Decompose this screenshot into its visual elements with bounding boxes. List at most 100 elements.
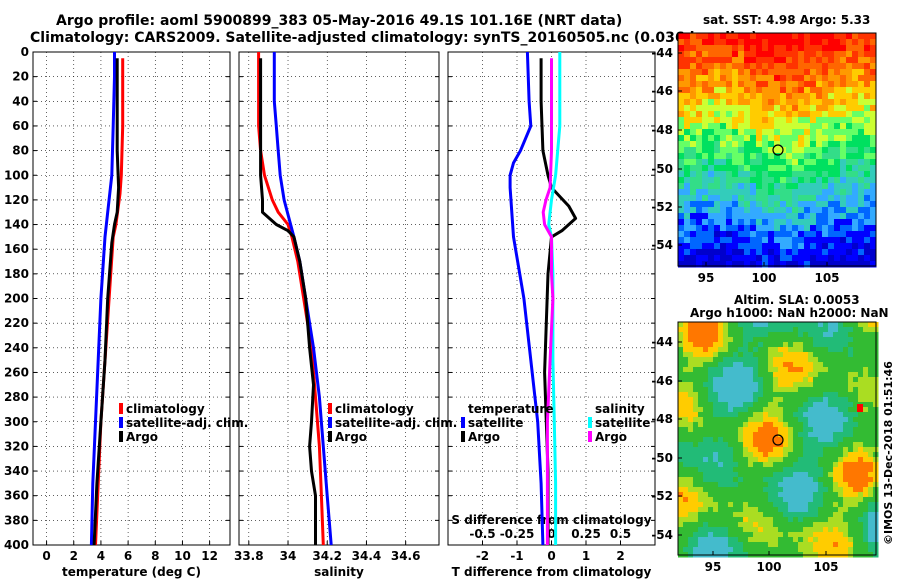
map-cell	[678, 487, 684, 493]
map-cell	[828, 249, 835, 256]
map-cell	[698, 322, 704, 328]
map-cell	[733, 402, 739, 408]
lat-tick-label: -46	[651, 84, 673, 98]
map-cell	[783, 417, 789, 423]
map-cell	[708, 537, 714, 543]
map-cell	[858, 225, 865, 232]
map-cell	[868, 502, 874, 508]
map-cell	[870, 237, 877, 244]
map-cell	[733, 347, 739, 353]
map-cell	[793, 467, 799, 473]
map-cell	[853, 392, 859, 398]
map-cell	[774, 81, 781, 88]
map-cell	[853, 322, 859, 328]
map-cell	[868, 437, 874, 443]
map-cell	[762, 123, 769, 130]
map-cell	[726, 195, 733, 202]
map-cell	[788, 497, 794, 503]
map-cell	[786, 51, 793, 58]
map-cell	[733, 462, 739, 468]
map-cell	[753, 472, 759, 478]
map-cell	[798, 387, 804, 393]
map-cell	[843, 457, 849, 463]
map-cell	[793, 492, 799, 498]
map-cell	[858, 522, 864, 528]
map-cell	[732, 177, 739, 184]
map-cell	[838, 502, 844, 508]
map-cell	[838, 352, 844, 358]
map-cell	[858, 457, 864, 463]
map-cell	[778, 347, 784, 353]
map-cell	[768, 165, 775, 172]
map-cell	[753, 382, 759, 388]
map-cell	[726, 81, 733, 88]
map-cell	[733, 377, 739, 383]
map-cell	[762, 165, 769, 172]
map-cell	[683, 362, 689, 368]
map-cell	[748, 537, 754, 543]
map-cell	[684, 219, 691, 226]
map-cell	[846, 183, 853, 190]
map-cell	[753, 407, 759, 413]
map-cell	[678, 467, 684, 473]
map-cell	[818, 467, 824, 473]
map-cell	[846, 231, 853, 238]
map-cell	[788, 522, 794, 528]
map-cell	[846, 243, 853, 250]
map-cell	[788, 402, 794, 408]
map-cell	[848, 407, 854, 413]
map-cell	[756, 123, 763, 130]
map-cell	[690, 123, 697, 130]
map-cell	[683, 432, 689, 438]
map-cell	[823, 432, 829, 438]
map-cell	[728, 502, 734, 508]
x-tick-label: 10	[174, 549, 191, 563]
map-cell	[763, 432, 769, 438]
map-cell	[690, 75, 697, 82]
map-cell	[690, 111, 697, 118]
map-cell	[693, 492, 699, 498]
map-cell	[793, 437, 799, 443]
map-cell	[750, 237, 757, 244]
map-cell	[678, 412, 684, 418]
map-cell	[693, 392, 699, 398]
map-cell	[758, 392, 764, 398]
map-cell	[708, 417, 714, 423]
lat-tick-label: -50	[651, 162, 673, 176]
map-cell	[678, 452, 684, 458]
map-cell	[863, 502, 869, 508]
lon-tick-label: 105	[813, 560, 838, 574]
lat-tick-label: -48	[651, 412, 673, 426]
map-cell	[793, 367, 799, 373]
map-cell	[743, 527, 749, 533]
map-cell	[852, 117, 859, 124]
map-cell	[684, 189, 691, 196]
map-cell	[803, 482, 809, 488]
map-cell	[744, 147, 751, 154]
map-frame	[677, 321, 877, 556]
map-cell	[822, 219, 829, 226]
map-cell	[708, 507, 714, 513]
map-cell	[726, 249, 733, 256]
map-cell	[750, 177, 757, 184]
map-cell	[833, 347, 839, 353]
map-cell	[726, 219, 733, 226]
map-cell	[864, 57, 871, 64]
map-cell	[723, 357, 729, 363]
lon-tick-label: 100	[751, 271, 776, 285]
map-cell	[763, 487, 769, 493]
map-cell	[690, 105, 697, 112]
map-cell	[743, 392, 749, 398]
map-cell	[738, 63, 745, 70]
map-cell	[828, 417, 834, 423]
map-cell	[713, 452, 719, 458]
map-cell	[696, 75, 703, 82]
x-tick-label: 12	[201, 549, 218, 563]
map-cell	[792, 237, 799, 244]
map-cell	[732, 207, 739, 214]
map-cell	[840, 33, 847, 40]
map-cell	[723, 467, 729, 473]
map-cell	[738, 382, 744, 388]
map-cell	[738, 201, 745, 208]
map-cell	[698, 457, 704, 463]
